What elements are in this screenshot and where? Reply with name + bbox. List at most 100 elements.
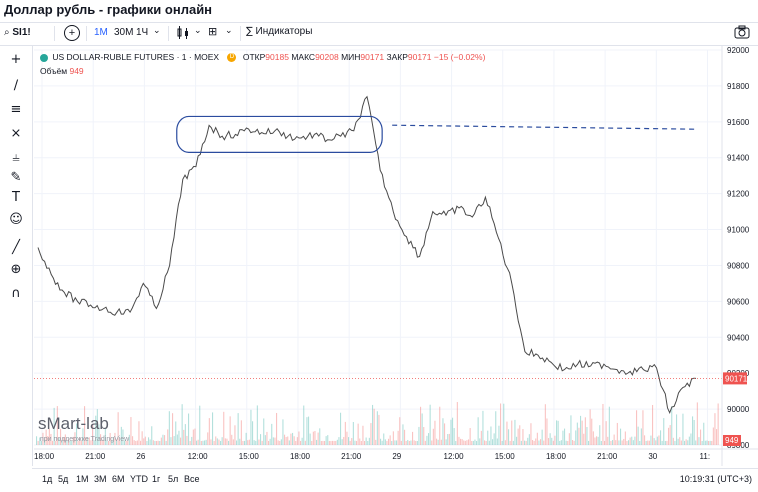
volume-bar: [472, 440, 474, 445]
volume-bar: [288, 440, 290, 445]
chevron-down-icon[interactable]: ⌄: [153, 26, 161, 36]
volume-bar: [668, 427, 670, 445]
volume-bar: [224, 438, 226, 445]
volume-bar: [319, 428, 321, 445]
range-ytd[interactable]: YTD: [130, 474, 148, 484]
timeframe-1h[interactable]: 1Ч: [136, 27, 149, 38]
symbol-search[interactable]: ⌕ SI1!: [4, 25, 46, 41]
volume-bar: [128, 434, 130, 445]
range-1m[interactable]: 1М: [76, 474, 89, 484]
volume-bar: [709, 440, 711, 445]
timeframe-30m[interactable]: 30М: [114, 27, 134, 38]
volume-bar: [197, 439, 199, 445]
text-icon[interactable]: T: [12, 190, 20, 205]
volume-bar: [636, 410, 638, 445]
volume-bar: [375, 439, 377, 445]
range-5d[interactable]: 5д: [58, 474, 69, 484]
range-5y[interactable]: 5л: [168, 474, 179, 484]
volume-bar: [244, 440, 246, 445]
volume-bar: [418, 426, 420, 445]
volume-bar: [708, 440, 710, 445]
chevron-down-icon[interactable]: ⌄: [225, 26, 233, 36]
volume-bar: [637, 426, 639, 445]
volume-bar: [189, 440, 191, 445]
volume-bar: [50, 433, 52, 445]
volume-bar: [544, 404, 546, 445]
volume-bar: [104, 428, 106, 445]
volume-bar: [159, 440, 161, 445]
volume-bar: [485, 440, 487, 445]
emoji-icon[interactable]: ☺: [9, 212, 23, 227]
grid-icon[interactable]: ⊞: [208, 25, 218, 38]
volume-bar: [532, 439, 534, 445]
ruler-icon[interactable]: ╱: [12, 240, 20, 255]
volume-bar: [591, 418, 593, 445]
chevron-down-icon[interactable]: ⌄: [194, 26, 202, 36]
y-tick-label: 92000: [727, 46, 750, 55]
volume-bar: [170, 437, 172, 445]
timeframe-1m[interactable]: 1М: [94, 27, 108, 38]
volume-bar: [296, 437, 298, 445]
volume-bar: [346, 431, 348, 445]
volume-bar: [436, 438, 438, 445]
indicators-button[interactable]: ∑ Индикаторы: [246, 26, 312, 37]
volume-bar: [466, 440, 468, 445]
volume-bar: [266, 431, 268, 445]
volume-bar: [87, 437, 89, 445]
pitchfork-icon[interactable]: ⨯: [10, 126, 22, 141]
volume-bar: [674, 440, 676, 445]
volume-bar: [79, 437, 81, 445]
volume-bar: [317, 432, 319, 445]
volume-bar: [312, 431, 314, 445]
up-icon: [40, 53, 48, 62]
range-1d[interactable]: 1д: [42, 474, 53, 484]
current-price-badge: [723, 372, 747, 385]
volume-bar: [348, 437, 350, 445]
plus-circle-icon[interactable]: +: [64, 25, 80, 41]
volume-bar: [340, 412, 342, 445]
watermark-sub: при поддержке TradingView: [40, 436, 130, 443]
exchange-badge: D: [227, 53, 237, 63]
candles-icon[interactable]: [176, 25, 190, 44]
volume-bar: [135, 440, 137, 445]
magnet-icon[interactable]: ∩: [11, 286, 21, 301]
crosshair-icon[interactable]: +: [10, 52, 22, 67]
volume-bar: [125, 440, 127, 445]
range-1y[interactable]: 1г: [152, 474, 161, 484]
volume-bar: [117, 412, 119, 445]
fib-icon[interactable]: ⫨: [12, 150, 20, 165]
volume-bar: [496, 438, 498, 445]
trendline-icon[interactable]: ∕: [13, 78, 19, 93]
brush-icon[interactable]: ✎: [10, 170, 22, 185]
volume-bar: [183, 429, 185, 445]
volume-bar: [695, 440, 697, 445]
volume-bar: [261, 440, 263, 445]
volume-bar: [408, 440, 410, 445]
volume-bar: [141, 431, 143, 445]
range-3m[interactable]: 3М: [94, 474, 107, 484]
volume-bar: [196, 440, 198, 445]
volume-bar: [149, 439, 151, 445]
volume-bar: [284, 434, 286, 445]
volume-bar: [200, 440, 202, 445]
volume-bar: [493, 433, 495, 445]
camera-icon[interactable]: [734, 25, 750, 42]
chart-toolbar: ⌕ SI1! + 1М 30М 1Ч ⌄ ⌄ ⊞ ⌄ ∑ Индикаторы: [0, 22, 758, 46]
volume-bar: [122, 429, 124, 445]
volume-bar: [138, 421, 140, 445]
volume-bar: [397, 430, 399, 445]
volume-bar: [440, 439, 442, 445]
volume-bar: [282, 419, 284, 445]
volume-bar: [320, 440, 322, 445]
volume-bar: [271, 423, 273, 445]
volume-bar: [554, 435, 556, 445]
range-all[interactable]: Все: [184, 474, 200, 484]
zoom-icon[interactable]: ⊕: [10, 262, 22, 277]
range-6m[interactable]: 6М: [112, 474, 125, 484]
volume-bar: [218, 439, 220, 445]
volume-bar: [210, 439, 212, 445]
horizontal-lines-icon[interactable]: ≡: [10, 102, 22, 117]
volume-bar: [527, 437, 529, 445]
indicators-label: Индикаторы: [255, 26, 313, 37]
